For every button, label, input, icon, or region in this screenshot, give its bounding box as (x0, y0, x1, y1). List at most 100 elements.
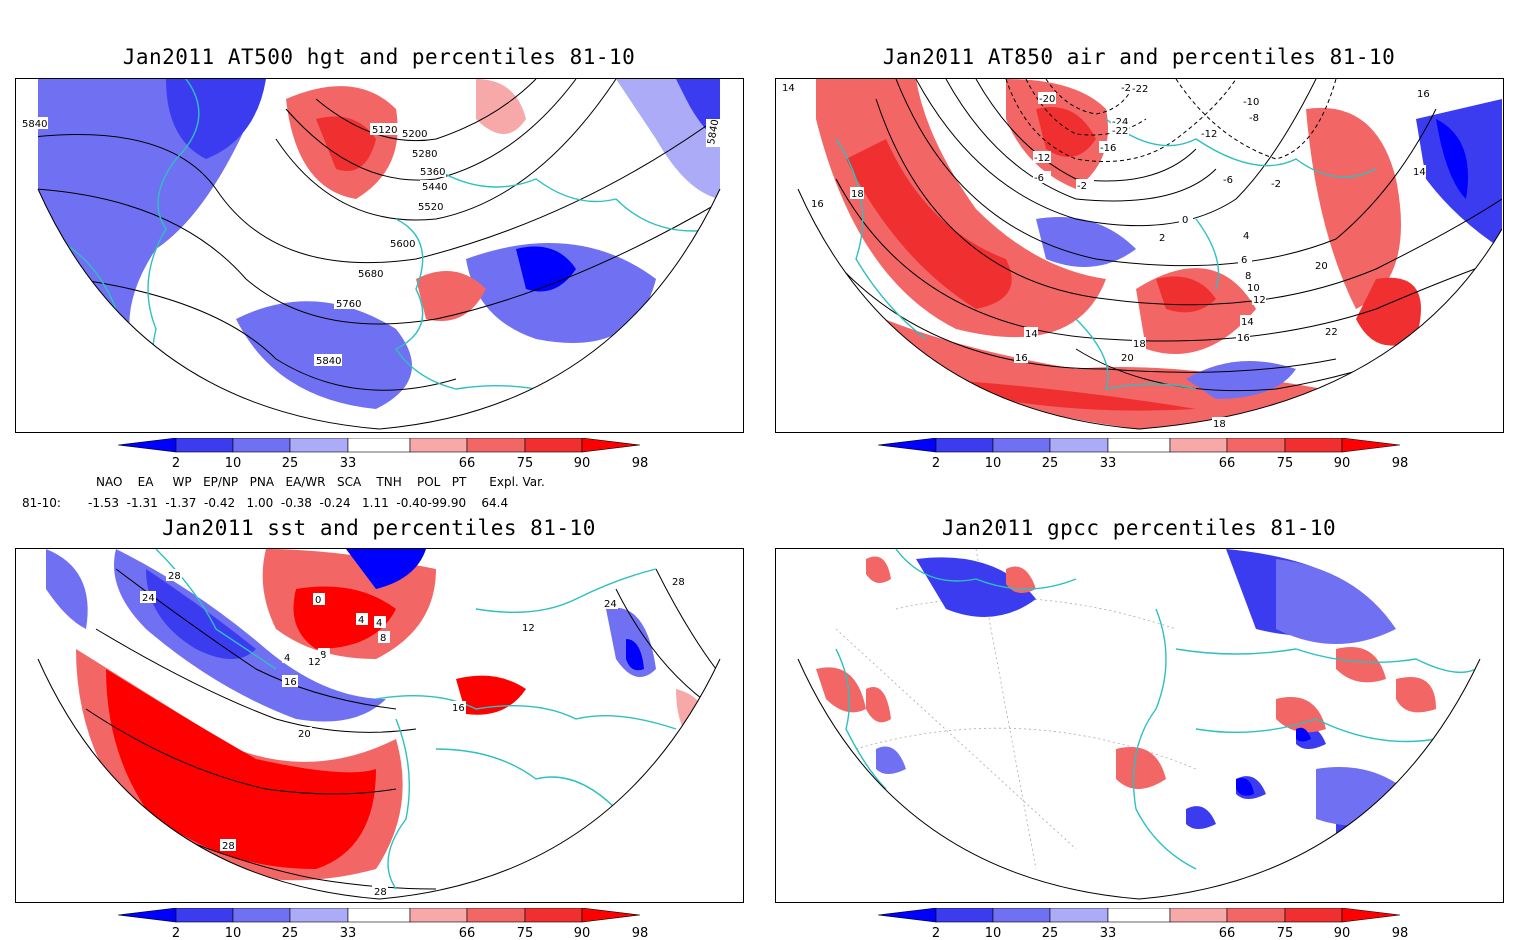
colorbar-segment (232, 438, 291, 453)
contour-label: 16 (284, 677, 297, 688)
indices-row-label: 81-10: (22, 496, 61, 510)
colorbar-tick-label: 75 (517, 456, 534, 471)
colorbar-arrow-right (1341, 908, 1401, 923)
colorbar-segment (992, 438, 1051, 453)
contour-label: 4 (358, 615, 364, 626)
contour-label: 12 (1253, 295, 1266, 306)
panel1-title: Jan2011 AT500 hgt and percentiles 81-10 (122, 45, 636, 69)
contour-label: 16 (452, 703, 465, 714)
colorbar-segment (466, 908, 526, 923)
colorbar-tick-label: 25 (282, 456, 299, 471)
contour-label: 24 (142, 593, 155, 604)
colorbar-segment (1107, 908, 1171, 923)
colorbar-segment (175, 908, 234, 923)
contour-label: 4 (376, 618, 382, 629)
indices-row-values: -1.53 -1.31 -1.37 -0.42 1.00 -0.38 -0.24… (88, 496, 509, 510)
contour-label: 6 (1241, 255, 1247, 266)
contour-label: 28 (374, 887, 387, 898)
contour-label: -24 (1112, 117, 1128, 128)
contour-label: 18 (1213, 419, 1226, 430)
colorbar-tick-label: 75 (517, 926, 534, 940)
colorbar-arrow-left (118, 438, 177, 453)
contour-label: -24 (1121, 83, 1137, 94)
colorbar-tick-label: 10 (985, 456, 1002, 471)
contour-label: 8 (320, 650, 326, 661)
contour-label: 14 (1025, 329, 1038, 340)
colorbar-segment (1226, 438, 1286, 453)
colorbar-tick-label: 33 (1100, 926, 1117, 940)
colorbar-tick-label: 25 (282, 926, 299, 940)
colorbar-segment (935, 908, 994, 923)
colorbar-tick-label: 75 (1277, 456, 1294, 471)
colorbar-segment (1284, 438, 1343, 453)
contour-label: 5440 (422, 182, 447, 193)
colorbar-panel3: 2 10 25 33 66 75 90 98 (118, 908, 648, 940)
colorbar-tick-label: 66 (1219, 926, 1236, 940)
colorbar-tick-label: 25 (1042, 456, 1059, 471)
contour-label: 12 (522, 623, 535, 634)
contour-label: 5840 (706, 119, 721, 146)
colorbar-tick-label: 10 (225, 926, 242, 940)
contour-label: 28 (168, 571, 181, 582)
contour-label: 5600 (390, 239, 415, 250)
panel2-title: Jan2011 AT850 air and percentiles 81-10 (882, 45, 1396, 69)
contour-label: -6 (1223, 175, 1233, 186)
contour-label: 5120 (372, 125, 397, 136)
colorbar-arrow-right (581, 908, 641, 923)
colorbar-tick-label: 66 (1219, 456, 1236, 471)
contour-label: 5280 (412, 149, 437, 160)
colorbar-panel2: 2 10 25 33 66 75 90 98 (878, 438, 1408, 471)
colorbar-segment (1226, 908, 1286, 923)
contour-label: 18 (851, 189, 864, 200)
colorbar-tick-label: 10 (225, 456, 242, 471)
contour-label: 20 (1315, 261, 1328, 272)
colorbar-arrow-left (878, 438, 937, 453)
contour-label: 14 (1241, 317, 1254, 328)
contour-label: 4 (284, 653, 290, 664)
contour-label: 0 (315, 595, 321, 606)
colorbar-segment (992, 908, 1051, 923)
colorbar-arrow-right (581, 438, 641, 453)
colorbar-tick-label: 2 (172, 456, 180, 471)
contour-label: 24 (604, 599, 617, 610)
contour-label: -2 (1077, 181, 1087, 192)
contour-label: -20 (1039, 94, 1055, 105)
colorbar-segment (232, 908, 291, 923)
map-panel-hgt500: 5120 5200 5280 5360 5440 5520 5600 5680 … (15, 78, 744, 433)
colorbar-tick-label: 33 (1100, 456, 1117, 471)
panel4-title: Jan2011 gpcc percentiles 81-10 (941, 516, 1337, 540)
colorbar-arrow-right (1341, 438, 1401, 453)
contour-label: 20 (298, 729, 311, 740)
colorbar-tick-label: 98 (632, 456, 648, 471)
colorbar-tick-label: 10 (985, 926, 1002, 940)
colorbar-segment (466, 438, 526, 453)
colorbar-segment (175, 438, 234, 453)
colorbar-tick-label: 33 (340, 456, 357, 471)
colorbar-tick-label: 90 (1334, 456, 1351, 471)
contour-label: 5840 (316, 356, 341, 367)
contour-label: 8 (380, 633, 386, 644)
contour-label: 14 (782, 83, 795, 94)
colorbar-tick-label: 2 (932, 456, 940, 471)
colorbar-segment (409, 438, 468, 453)
colorbar-segment (935, 438, 994, 453)
colorbar-panel4: 2 10 25 33 66 75 90 98 (878, 908, 1408, 940)
colorbar-segment (289, 438, 349, 453)
colorbar-segment (347, 908, 411, 923)
contour-label: 5200 (402, 129, 427, 140)
colorbar-tick-label: 2 (932, 926, 940, 940)
contour-label: 2 (1159, 233, 1165, 244)
colorbar-tick-label: 98 (1392, 926, 1408, 940)
contour-label: 5680 (358, 269, 383, 280)
contour-label: -2 (1271, 179, 1281, 190)
colorbar-tick-label: 90 (574, 456, 591, 471)
contour-label: 16 (811, 199, 824, 210)
contour-label: -22 (1112, 126, 1128, 137)
contour-label: 20 (1121, 353, 1134, 364)
colorbar-tick-label: 66 (459, 456, 476, 471)
colorbar-tick-label: 2 (172, 926, 180, 940)
contour-label: -8 (1249, 113, 1259, 124)
contour-label: 22 (1325, 327, 1338, 338)
contour-label: -6 (1034, 173, 1044, 184)
colorbar-segment (524, 908, 583, 923)
